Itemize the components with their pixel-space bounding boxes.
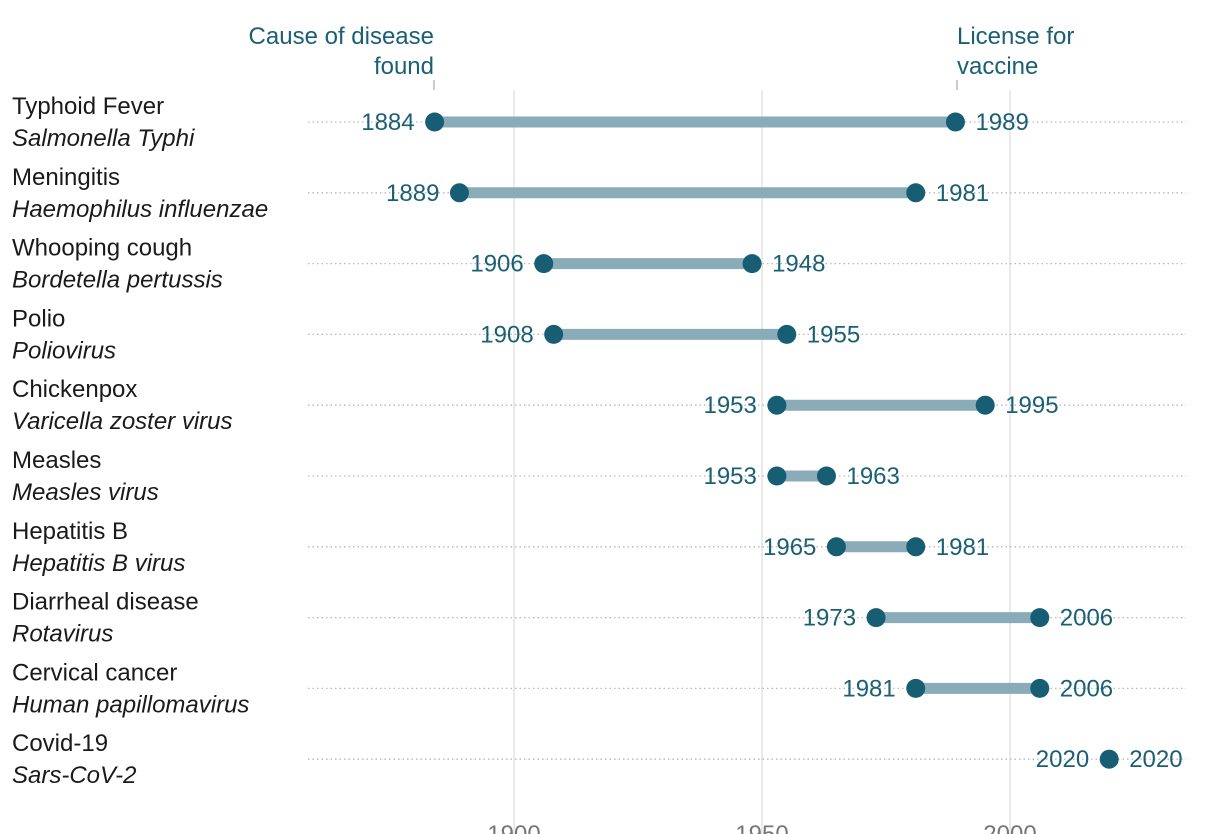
start-dot-polio [544,324,564,344]
row-disease-label-covid-19: Covid-19 [12,730,108,757]
end-dot-polio [777,324,797,344]
start-dot-typhoid-fever [425,112,445,132]
row-disease-label-polio: Polio [12,305,65,332]
row-disease-label-diarrheal-disease: Diarrheal disease [12,589,199,616]
end-year-label-cervical-cancer: 2006 [1060,675,1113,702]
row-pathogen-label-chickenpox: Varicella zoster virus [12,408,233,435]
header-end-line-2: vaccine [957,53,1038,80]
end-year-label-whooping-cough: 1948 [772,251,825,278]
x-tick-label: 1900 [487,821,540,834]
start-year-label-hepatitis-b: 1965 [763,534,816,561]
row-disease-label-typhoid-fever: Typhoid Fever [12,93,164,120]
x-tick-label: 2000 [983,821,1036,834]
row-pathogen-label-hepatitis-b: Hepatitis B virus [12,550,185,577]
row-disease-label-meningitis: Meningitis [12,164,120,191]
start-year-label-diarrheal-disease: 1973 [803,605,856,632]
end-year-label-hepatitis-b: 1981 [936,534,989,561]
header-start-line-2: found [374,53,434,80]
start-dot-cervical-cancer [906,678,926,698]
row-disease-label-whooping-cough: Whooping cough [12,235,192,262]
end-dot-whooping-cough [742,254,762,274]
start-year-label-polio: 1908 [480,321,533,348]
end-dot-hepatitis-b [906,537,926,557]
start-year-label-meningitis: 1889 [386,180,439,207]
end-year-label-measles: 1963 [846,463,899,490]
end-year-label-polio: 1955 [807,321,860,348]
start-year-label-whooping-cough: 1906 [470,251,523,278]
row-disease-label-cervical-cancer: Cervical cancer [12,659,177,686]
row-pathogen-label-measles: Measles virus [12,479,159,506]
row-pathogen-label-whooping-cough: Bordetella pertussis [12,267,223,294]
header-end-line-1: License for [957,23,1074,50]
end-year-label-covid-19: 2020 [1129,746,1182,773]
x-tick-label: 1950 [735,821,788,834]
start-dot-covid-19 [1099,749,1119,769]
start-dot-chickenpox [767,395,787,415]
row-disease-label-measles: Measles [12,447,101,474]
end-dot-diarrheal-disease [1030,608,1050,628]
start-year-label-measles: 1953 [703,463,756,490]
header-start-line-1: Cause of disease [249,23,434,50]
end-dot-measles [816,466,836,486]
start-year-label-chickenpox: 1953 [703,392,756,419]
start-year-label-cervical-cancer: 1981 [842,675,895,702]
row-pathogen-label-typhoid-fever: Salmonella Typhi [12,125,195,152]
end-year-label-chickenpox: 1995 [1005,392,1058,419]
start-dot-whooping-cough [534,254,554,274]
row-disease-label-hepatitis-b: Hepatitis B [12,518,128,545]
row-pathogen-label-polio: Poliovirus [12,337,116,364]
end-dot-meningitis [906,183,926,203]
start-dot-measles [767,466,787,486]
row-pathogen-label-meningitis: Haemophilus influenzae [12,196,268,223]
end-year-label-typhoid-fever: 1989 [975,109,1028,136]
start-dot-diarrheal-disease [866,608,886,628]
row-pathogen-label-diarrheal-disease: Rotavirus [12,621,113,648]
end-dot-chickenpox [975,395,995,415]
end-year-label-meningitis: 1981 [936,180,989,207]
start-dot-hepatitis-b [826,537,846,557]
start-dot-meningitis [449,183,469,203]
row-pathogen-label-covid-19: Sars-CoV-2 [12,762,136,789]
end-dot-typhoid-fever [945,112,965,132]
start-year-label-covid-19: 2020 [1036,746,1089,773]
end-year-label-diarrheal-disease: 2006 [1060,605,1113,632]
row-disease-label-chickenpox: Chickenpox [12,376,137,403]
end-dot-cervical-cancer [1030,678,1050,698]
start-year-label-typhoid-fever: 1884 [361,109,414,136]
row-pathogen-label-cervical-cancer: Human papillomavirus [12,691,249,718]
